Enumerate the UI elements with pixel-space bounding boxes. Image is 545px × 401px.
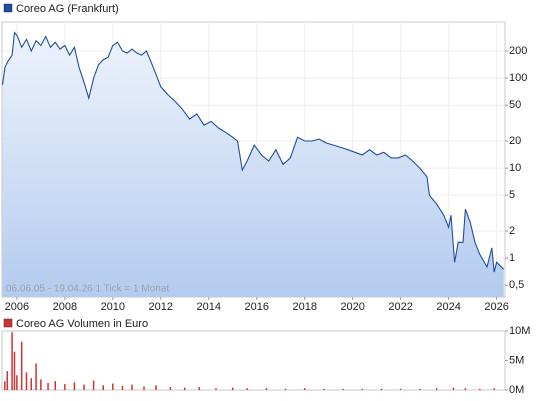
y-tick-label: 200	[509, 45, 527, 57]
y-tick-label: 5	[509, 189, 515, 201]
volume-bar	[198, 387, 200, 390]
volume-bar	[361, 388, 364, 390]
volume-bar	[13, 351, 16, 390]
price-area	[2, 32, 504, 297]
volume-bar	[169, 387, 172, 390]
x-tick-label: 2018	[292, 301, 316, 313]
x-tick-label: 2026	[484, 301, 508, 313]
volume-bar	[30, 378, 33, 390]
volume-bar	[40, 379, 42, 390]
volume-bar	[342, 388, 344, 390]
volume-bar	[102, 385, 104, 390]
volume-bar	[35, 363, 37, 390]
volume-bar	[479, 388, 481, 390]
volume-bar	[16, 375, 18, 390]
volume-bar	[184, 387, 186, 390]
volume-bar	[155, 385, 157, 390]
y-tick-label: 0,5	[509, 279, 524, 291]
y-tick-label: 20	[509, 135, 521, 147]
legend-label: Coreo AG Volumen in Euro	[16, 318, 148, 330]
volume-bar	[64, 384, 66, 390]
volume-bar	[131, 384, 133, 390]
volume-bar	[464, 388, 467, 390]
legend-label: Coreo AG (Frankfurt)	[16, 3, 119, 15]
volume-bar	[493, 388, 495, 390]
volume-bar	[121, 385, 124, 390]
volume-bar	[232, 387, 234, 390]
x-tick-label: 2024	[436, 301, 460, 313]
x-tick-label: 2020	[340, 301, 364, 313]
x-tick-label: 2014	[197, 301, 221, 313]
annotation: 06.06.05 - 19.04.26 1 Tick = 1 Monat	[6, 284, 169, 295]
volume-bar	[4, 381, 6, 390]
volume-bar	[435, 388, 438, 390]
volume-bar	[83, 384, 85, 390]
legend-swatch	[3, 3, 13, 13]
y-tick-label: 1	[509, 252, 515, 264]
y-tick-label: 5M	[509, 354, 524, 366]
volume-bar	[419, 388, 421, 390]
volume-frame	[1, 330, 506, 391]
volume-bar	[246, 388, 248, 390]
y-tick-label: 2	[509, 225, 515, 237]
volume-bar	[303, 388, 306, 390]
volume-bar	[11, 332, 13, 390]
y-tick-label: 10M	[509, 325, 530, 337]
volume-bar	[215, 388, 217, 390]
volume-bar	[323, 388, 325, 390]
x-tick-label: 2022	[388, 301, 412, 313]
x-tick-label: 2016	[244, 301, 268, 313]
price-line	[1, 31, 505, 273]
volume-bar	[92, 380, 95, 390]
x-tick-label: 2006	[5, 301, 29, 313]
volume-bar	[73, 382, 76, 390]
volume-bar	[54, 381, 57, 390]
y-tick-label: 10	[509, 162, 521, 174]
volume-bar	[399, 388, 402, 390]
y-tick-label: 50	[509, 99, 521, 111]
x-tick-label: 2012	[149, 301, 173, 313]
volume-bar	[380, 388, 383, 390]
volume-bar	[143, 386, 145, 390]
volume-bar	[47, 382, 49, 390]
volume-bar	[20, 341, 23, 390]
volume-bar	[452, 387, 455, 390]
y-tick-label: 100	[509, 72, 527, 84]
x-tick-label: 2010	[101, 301, 125, 313]
y-tick-label: 0M	[509, 384, 524, 396]
volume-bar	[6, 371, 9, 390]
volume-bar	[112, 383, 114, 390]
volume-bar	[265, 388, 268, 390]
volume-bar	[284, 388, 287, 390]
legend-swatch	[3, 318, 13, 328]
volume-bar	[25, 372, 28, 390]
x-tick-label: 2008	[53, 301, 77, 313]
